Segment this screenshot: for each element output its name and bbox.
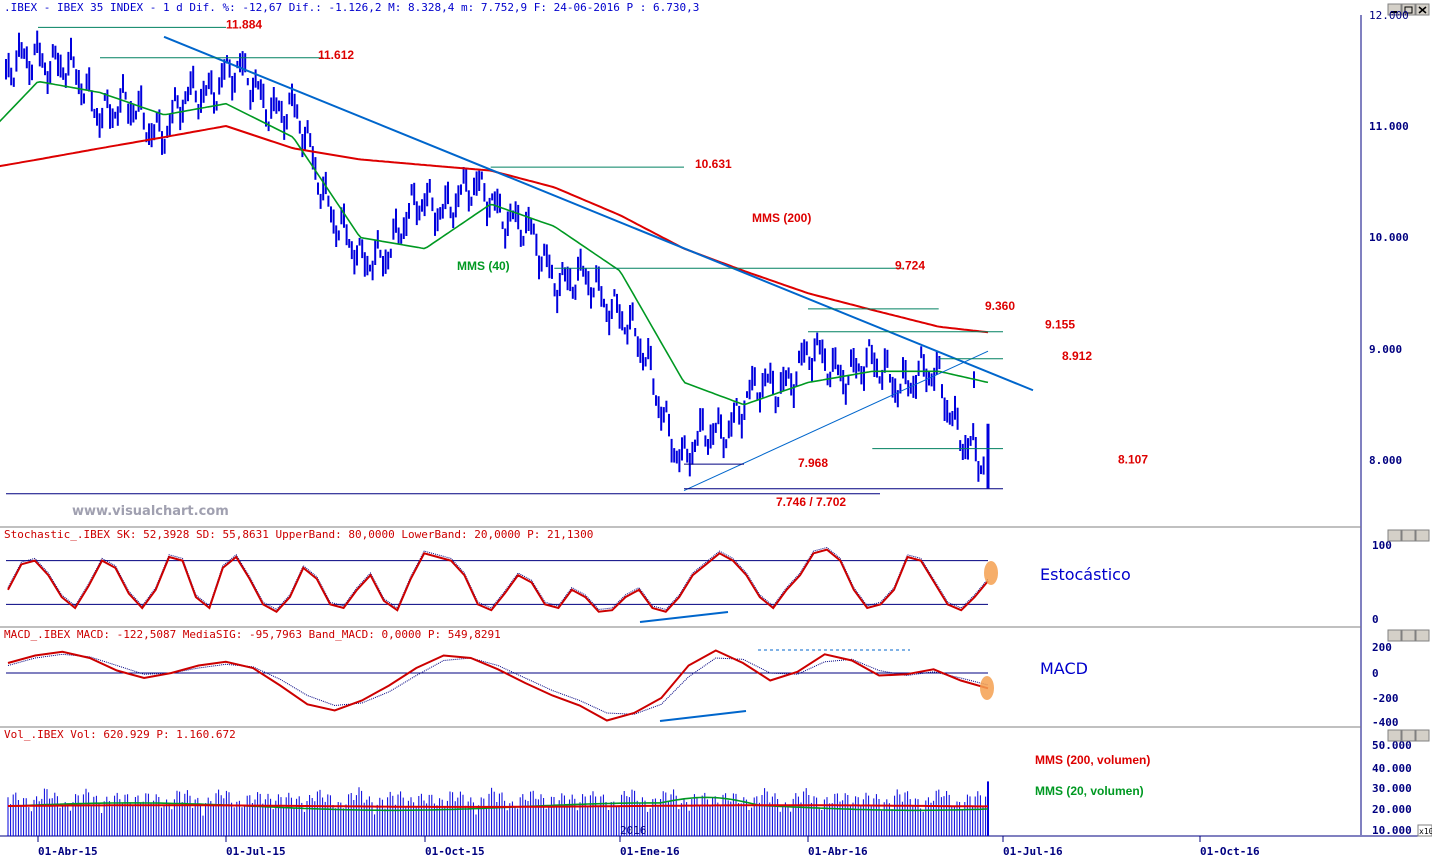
uptrend-line [683,350,989,492]
volume-header: Vol_.IBEX Vol: 620.929 P: 1.160.672 [4,728,236,741]
x-tick-label: 01-Jul-15 [226,845,286,857]
x-axis: 01-Abr-15 01-Jul-15 01-Oct-15 01-Ene-16 01-A… [37,836,1260,857]
close-button[interactable] [1415,3,1430,16]
chart-header-title: .IBEX - IBEX 35 INDEX - 1 d Dif. %: -12,… [4,1,699,14]
x-tick-label: 01-Jul-16 [1003,845,1063,857]
volume-mms20-line [7,796,989,812]
x-tick-label: 01-Oct-15 [425,845,485,857]
macd-divergence-line [659,710,747,722]
mms200-line [0,124,989,334]
stochastic-close-button[interactable] [1415,529,1430,542]
window-controls [1387,3,1430,16]
macd-y-tick: -400 [1372,716,1399,729]
level-label: 10.631 [695,157,732,171]
stochastic-window-controls [1387,529,1430,542]
stoch-highlight [984,561,998,585]
volume-mms200-label: MMS (200, volumen) [1035,753,1150,767]
price-y-tick: 11.000 [1369,120,1409,133]
macd-highlight [980,676,994,700]
volume-y-tick: 40.000 [1372,762,1412,775]
macd-line [7,649,989,722]
volume-mms20-label: MMS (20, volumen) [1035,784,1144,798]
stochastic-panel [6,546,998,623]
mms40-label: MMS (40) [457,259,510,273]
level-label: 11.612 [318,48,354,62]
stochastic-y-tick: 0 [1372,613,1379,626]
mms40-line [0,80,989,406]
macd-y-tick: 200 [1372,641,1392,654]
price-y-tick: 10.000 [1369,231,1409,244]
volume-restore-button[interactable] [1401,729,1416,742]
level-label: 7.968 [798,456,828,470]
macd-panel [6,649,994,722]
macd-window-controls [1387,629,1430,642]
year-label: 2016 [620,824,647,837]
stochastic-restore-button[interactable] [1401,529,1416,542]
stoch-divergence-line [639,611,729,623]
price-y-tick: 9.000 [1369,343,1402,356]
volume-y-tick: 50.000 [1372,739,1412,752]
stochastic-y-tick: 100 [1372,539,1392,552]
volume-minimize-button[interactable] [1387,729,1402,742]
x-tick-label: 01-Oct-16 [1200,845,1260,857]
macd-close-button[interactable] [1415,629,1430,642]
macd-restore-button[interactable] [1401,629,1416,642]
watermark: www.visualchart.com [72,504,229,519]
stochastic-header: Stochastic_.IBEX SK: 52,3928 SD: 55,8631… [4,528,593,541]
macd-y-tick: -200 [1372,692,1399,705]
volume-y-tick: 10.000 [1372,824,1412,837]
level-label: 9.724 [895,258,925,272]
macd-label: MACD [1040,659,1088,678]
volume-window-controls [1387,729,1430,742]
restore-button[interactable] [1401,3,1416,16]
macd-header: MACD_.IBEX MACD: -122,5087 MediaSIG: -95… [4,628,501,641]
level-label: 7.746 / 7.702 [776,495,846,509]
volume-scale-badge: x10 [1419,827,1432,836]
level-label: 9.360 [985,299,1015,313]
macd-signal-line [7,653,989,715]
level-label: 8.107 [1118,453,1148,467]
price-panel: 11.884 11.612 10.631 9.724 9.360 9.155 8.912 8.… [0,17,1148,509]
stoch-signal-line [7,546,989,611]
price-y-top-tick: 12.000 [1369,9,1409,22]
volume-y-tick: 30.000 [1372,782,1412,795]
level-label: 11.884 [226,17,262,31]
x-tick-label: 01-Abr-15 [38,845,98,857]
macd-y-tick: 0 [1372,667,1379,680]
level-label: 8.912 [1062,349,1092,363]
volume-mms200-line [8,804,988,808]
price-y-tick: 8.000 [1369,454,1402,467]
mms200-label: MMS (200) [752,211,811,225]
stochastic-label: Estocástico [1040,565,1131,584]
volume-panel [7,781,989,836]
volume-y-tick: 20.000 [1372,803,1412,816]
volume-close-button[interactable] [1415,729,1430,742]
x-tick-label: 01-Ene-16 [620,845,680,857]
x-tick-label: 01-Abr-16 [808,845,868,857]
macd-minimize-button[interactable] [1387,629,1402,642]
stochastic-minimize-button[interactable] [1387,529,1402,542]
minimize-button[interactable] [1387,3,1402,16]
level-label: 9.155 [1045,318,1075,332]
price-y-axis: 12.000 11.000 10.000 9.000 8.000 [1369,9,1409,467]
stoch-k-line [7,548,989,613]
downtrend-line [163,35,1034,392]
